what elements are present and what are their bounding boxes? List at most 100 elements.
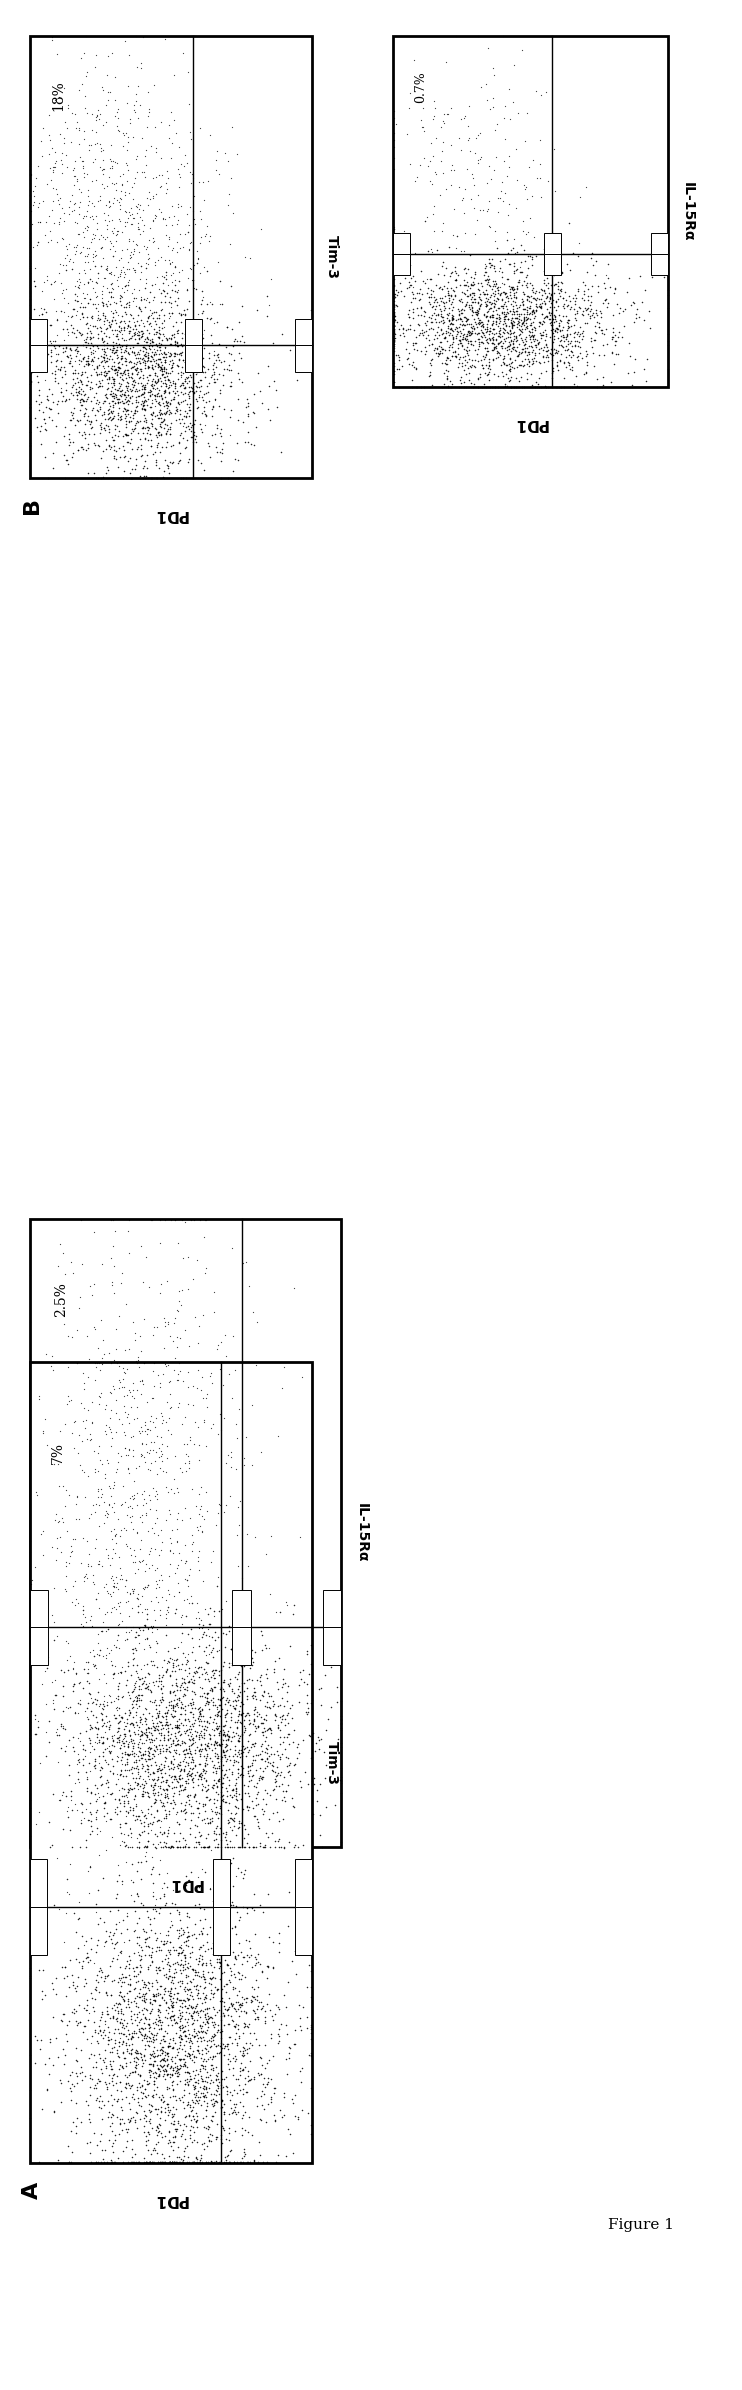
- Point: [140, 1709, 152, 1747]
- Point: [388, 151, 400, 189]
- Point: [152, 1977, 164, 2015]
- Point: [506, 330, 518, 368]
- Point: [235, 1754, 247, 1792]
- Point: [197, 1991, 209, 2029]
- Point: [232, 2094, 244, 2132]
- Point: [423, 320, 435, 358]
- Point: [198, 2077, 210, 2115]
- Point: [125, 2020, 137, 2058]
- Point: [249, 1742, 261, 1781]
- Point: [114, 1771, 125, 1809]
- Point: [98, 2086, 110, 2125]
- Point: [161, 2084, 173, 2122]
- Point: [105, 1556, 117, 1594]
- Point: [199, 1659, 211, 1697]
- Point: [24, 1522, 36, 1561]
- Point: [273, 1802, 285, 1840]
- Point: [527, 304, 539, 342]
- Point: [133, 1551, 145, 1589]
- Bar: [651, 232, 668, 253]
- Point: [99, 1496, 111, 1534]
- Point: [219, 1941, 231, 1979]
- Point: [119, 330, 131, 368]
- Point: [46, 1965, 58, 2003]
- Point: [237, 2032, 249, 2070]
- Point: [242, 2008, 254, 2046]
- Point: [154, 1914, 165, 1953]
- Point: [155, 1436, 167, 1475]
- Point: [243, 2098, 255, 2137]
- Point: [577, 263, 588, 301]
- Point: [160, 1697, 172, 1735]
- Point: [207, 1924, 219, 1962]
- Point: [227, 1986, 239, 2024]
- Point: [506, 304, 518, 342]
- Bar: [30, 36, 312, 478]
- Point: [210, 2118, 222, 2156]
- Point: [100, 406, 112, 445]
- Point: [78, 1365, 90, 1403]
- Point: [171, 2048, 183, 2086]
- Point: [529, 280, 541, 318]
- Point: [442, 351, 454, 390]
- Point: [88, 198, 99, 237]
- Point: [81, 1697, 93, 1735]
- Point: [157, 1678, 168, 1716]
- Point: [161, 1776, 173, 1814]
- Point: [181, 270, 193, 308]
- Point: [94, 229, 106, 268]
- Point: [99, 201, 111, 239]
- Point: [135, 1680, 147, 1718]
- Point: [183, 1726, 195, 1764]
- Point: [100, 454, 112, 492]
- Point: [250, 2020, 262, 2058]
- Point: [113, 1695, 125, 1733]
- Point: [147, 2129, 159, 2168]
- Point: [81, 208, 93, 246]
- Point: [187, 1260, 199, 1298]
- Point: [219, 1754, 231, 1792]
- Point: [232, 1936, 244, 1974]
- Point: [148, 2039, 160, 2077]
- Point: [225, 1955, 237, 1993]
- Point: [68, 227, 79, 265]
- Point: [203, 382, 215, 421]
- Point: [85, 1494, 96, 1532]
- Point: [137, 413, 149, 452]
- Point: [416, 100, 427, 139]
- Point: [100, 1742, 112, 1781]
- Point: [142, 320, 154, 358]
- Point: [99, 351, 111, 390]
- Point: [173, 1804, 185, 1843]
- Point: [162, 2122, 174, 2161]
- Point: [208, 2084, 220, 2122]
- Point: [238, 1828, 250, 1867]
- Point: [128, 1776, 140, 1814]
- Point: [486, 330, 498, 368]
- Point: [582, 277, 594, 315]
- Point: [196, 2144, 208, 2182]
- Point: [116, 337, 128, 375]
- Point: [160, 2015, 172, 2053]
- Point: [198, 249, 210, 287]
- Point: [212, 1828, 224, 1867]
- Point: [24, 1704, 36, 1742]
- Point: [134, 86, 146, 124]
- Point: [156, 354, 168, 392]
- Point: [498, 100, 510, 139]
- Point: [148, 1754, 160, 1792]
- Point: [52, 394, 64, 433]
- Point: [255, 1704, 267, 1742]
- Point: [145, 459, 157, 497]
- Point: [146, 294, 158, 332]
- Point: [453, 320, 464, 358]
- Point: [545, 277, 556, 315]
- Point: [137, 1436, 148, 1475]
- Point: [220, 2141, 232, 2180]
- Point: [71, 1477, 83, 1515]
- Point: [568, 306, 580, 344]
- Point: [197, 1219, 209, 1257]
- Point: [61, 1859, 73, 1898]
- Point: [182, 1663, 194, 1702]
- Point: [549, 299, 561, 337]
